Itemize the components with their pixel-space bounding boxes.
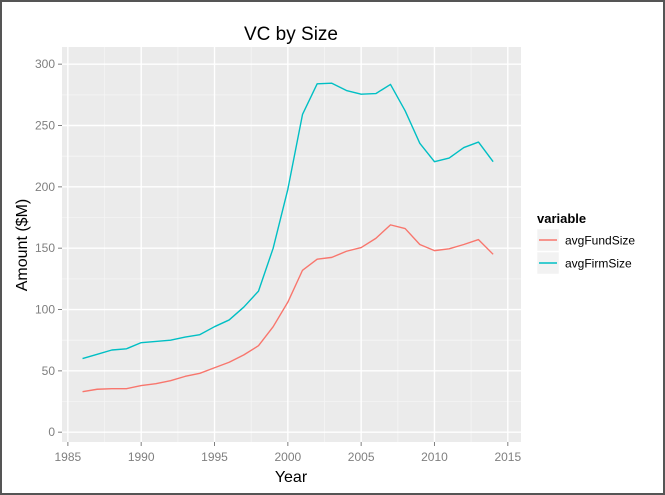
x-tick-label: 2005 xyxy=(348,450,375,464)
y-axis-title: Amount ($M) xyxy=(14,199,31,291)
x-tick-label: 2015 xyxy=(494,450,521,464)
series-line-avgFirmSize xyxy=(82,82,494,360)
axis-ticks xyxy=(58,63,509,446)
x-tick-label: 1985 xyxy=(55,450,82,464)
x-tick-label: 2010 xyxy=(421,450,448,464)
tick-labels: 1985 1990 1995 2000 2005 2010 2015 0 50 100 150 200… xyxy=(35,57,522,464)
x-tick-label: 2000 xyxy=(274,450,301,464)
legend-items: avgFundSize avgFirmSize xyxy=(536,228,635,275)
x-axis-title: Year xyxy=(275,469,308,486)
y-tick-label: 100 xyxy=(35,303,55,317)
x-tick-label: 1990 xyxy=(128,450,155,464)
legend: variable avgFundSize avgFirmSize xyxy=(536,211,635,275)
x-tick-label: 1995 xyxy=(201,450,228,464)
legend-label-avgFirmSize: avgFirmSize xyxy=(565,257,632,271)
minor-gridlines xyxy=(62,47,521,442)
y-tick-label: 250 xyxy=(35,119,55,133)
series-lines xyxy=(82,82,494,393)
y-tick-label: 50 xyxy=(42,364,56,378)
plot-panel xyxy=(62,47,521,442)
legend-label-avgFundSize: avgFundSize xyxy=(565,234,635,248)
y-tick-label: 200 xyxy=(35,180,55,194)
series-line-avgFundSize xyxy=(82,224,494,393)
legend-title: variable xyxy=(537,211,586,226)
y-tick-label: 150 xyxy=(35,241,55,255)
y-tick-label: 300 xyxy=(35,57,55,71)
major-gridlines xyxy=(62,47,521,442)
chart-title: VC by Size xyxy=(244,24,338,45)
y-tick-label: 0 xyxy=(48,425,55,439)
